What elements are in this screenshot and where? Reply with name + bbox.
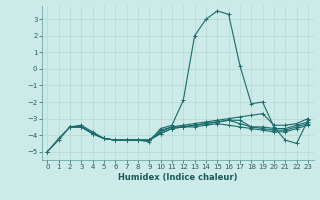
X-axis label: Humidex (Indice chaleur): Humidex (Indice chaleur)	[118, 173, 237, 182]
